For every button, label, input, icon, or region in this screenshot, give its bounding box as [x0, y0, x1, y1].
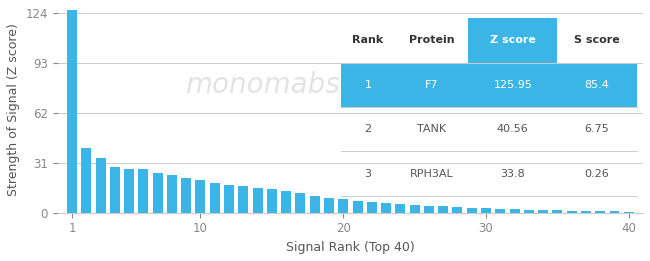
Bar — [338, 199, 348, 213]
Text: 1: 1 — [365, 80, 371, 90]
Bar — [395, 63, 469, 107]
Bar — [610, 211, 619, 213]
Text: TANK: TANK — [417, 124, 446, 134]
Bar — [196, 180, 205, 213]
Bar — [295, 193, 306, 213]
Bar — [341, 63, 395, 107]
Bar — [538, 210, 548, 213]
Text: 85.4: 85.4 — [584, 80, 610, 90]
Bar — [624, 212, 634, 213]
Bar — [438, 206, 448, 213]
Bar — [352, 201, 363, 213]
X-axis label: Signal Rank (Top 40): Signal Rank (Top 40) — [286, 241, 415, 254]
Bar — [124, 169, 134, 213]
Bar — [410, 205, 420, 213]
Bar — [309, 196, 320, 213]
Bar — [524, 210, 534, 213]
Bar — [167, 175, 177, 213]
Bar — [481, 208, 491, 213]
Bar — [495, 209, 505, 213]
Y-axis label: Strength of Signal (Z score): Strength of Signal (Z score) — [7, 23, 20, 196]
Bar — [381, 203, 391, 213]
Text: 33.8: 33.8 — [500, 169, 525, 179]
Text: 40.56: 40.56 — [497, 124, 528, 134]
Bar — [67, 10, 77, 213]
Bar — [581, 211, 591, 213]
Bar — [224, 185, 234, 213]
Text: 2: 2 — [364, 124, 371, 134]
Bar — [469, 18, 557, 63]
Text: 125.95: 125.95 — [493, 80, 532, 90]
Bar — [452, 207, 462, 213]
Bar — [595, 211, 605, 213]
Text: monomabs: monomabs — [185, 71, 340, 99]
Bar — [557, 63, 637, 107]
Text: 6.75: 6.75 — [585, 124, 610, 134]
Bar — [281, 191, 291, 213]
Bar — [267, 189, 277, 213]
Text: RPH3AL: RPH3AL — [410, 169, 453, 179]
Bar — [210, 183, 220, 213]
Bar — [253, 188, 263, 213]
Text: Protein: Protein — [409, 35, 454, 45]
Bar — [510, 209, 519, 213]
Bar — [552, 210, 562, 213]
Bar — [395, 204, 406, 213]
Text: Z score: Z score — [490, 35, 536, 45]
Text: Rank: Rank — [352, 35, 383, 45]
Bar — [181, 178, 191, 213]
Bar — [567, 211, 577, 213]
Bar — [110, 167, 120, 213]
Text: 3: 3 — [365, 169, 371, 179]
Bar — [138, 169, 148, 213]
Text: S score: S score — [574, 35, 620, 45]
Bar — [239, 186, 248, 213]
Bar — [153, 173, 162, 213]
Bar — [467, 208, 476, 213]
Bar — [424, 206, 434, 213]
Text: F7: F7 — [424, 80, 438, 90]
Bar — [96, 158, 105, 213]
Bar — [367, 202, 377, 213]
Bar — [469, 63, 557, 107]
Bar — [324, 198, 334, 213]
Text: 0.26: 0.26 — [585, 169, 610, 179]
Bar — [81, 147, 91, 213]
